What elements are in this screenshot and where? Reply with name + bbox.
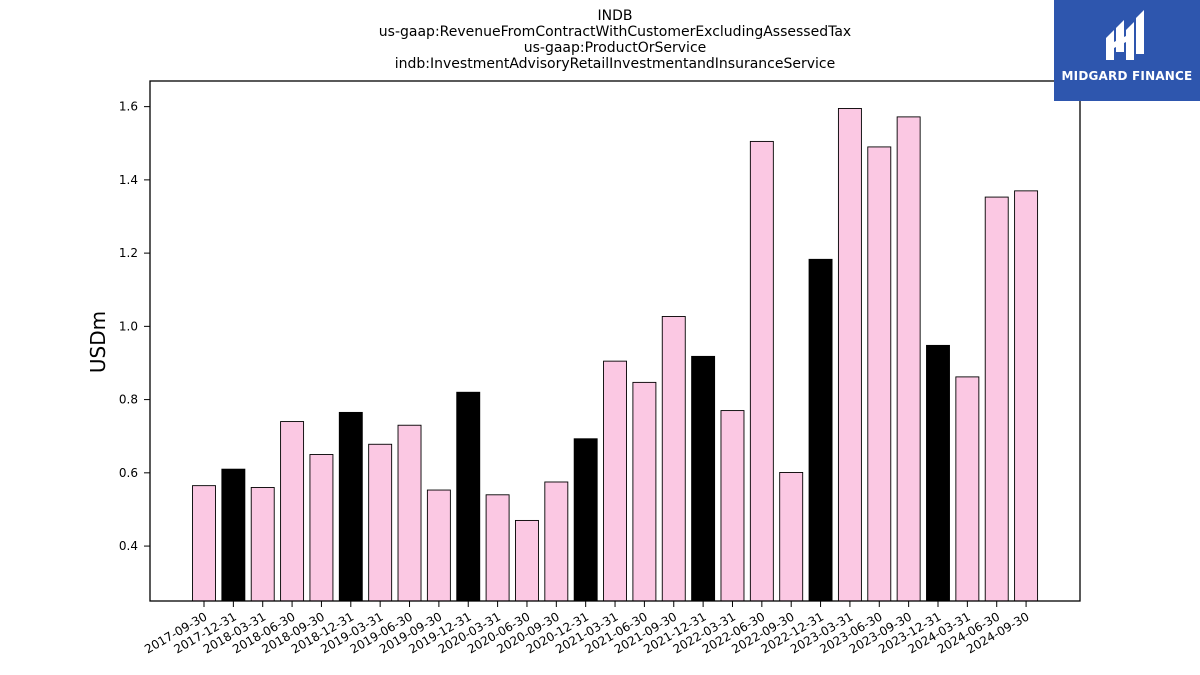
midgard-logo-icon <box>1106 10 1144 60</box>
y-tick-label: 1.4 <box>119 173 138 187</box>
bar-2020-09-30 <box>544 481 569 602</box>
y-tick-label: 1.2 <box>119 246 138 260</box>
bar-2018-06-30 <box>280 421 305 602</box>
chart-title-line: us-gaap:RevenueFromContractWithCustomerE… <box>379 24 851 40</box>
chart-title-line: us-gaap:ProductOrService <box>524 40 707 56</box>
chart-title-line: INDB <box>598 8 633 24</box>
bar-2021-06-30 <box>632 381 657 602</box>
bar-2020-12-31 <box>573 438 598 602</box>
bar-2022-03-31 <box>720 410 745 602</box>
bar-2021-09-30 <box>661 316 686 602</box>
bar-2020-06-30 <box>515 519 539 602</box>
chart-title: INDBus-gaap:RevenueFromContractWithCusto… <box>379 8 851 72</box>
bar-2023-03-31 <box>837 108 862 602</box>
y-tick-label: 0.8 <box>119 393 138 407</box>
chart-title-line: indb:InvestmentAdvisoryRetailInvestmenta… <box>395 56 835 72</box>
bar-2024-06-30 <box>984 196 1009 602</box>
bar-2021-03-31 <box>603 360 627 602</box>
bar-2022-09-30 <box>779 472 804 602</box>
bar-2022-06-30 <box>749 140 774 602</box>
bar-2019-03-31 <box>368 443 393 602</box>
bar-2023-09-30 <box>896 116 921 602</box>
logo-text: MIDGARD FINANCE <box>1061 69 1193 83</box>
bar-2022-12-31 <box>808 258 833 602</box>
bar-2018-03-31 <box>250 487 275 602</box>
bars <box>192 108 1039 602</box>
bar-2024-03-31 <box>955 376 980 602</box>
midgard-finance-logo: MIDGARD FINANCE <box>1054 0 1200 101</box>
x-axis: 2017-09-302017-12-312018-03-312018-06-30… <box>142 601 1032 656</box>
bar-2024-09-30 <box>1014 190 1039 602</box>
bar-2021-12-31 <box>691 355 716 602</box>
bar-2018-09-30 <box>309 454 334 602</box>
y-tick-label: 0.4 <box>119 539 138 553</box>
bar-2019-12-31 <box>456 391 481 602</box>
bar-2020-03-31 <box>485 494 510 602</box>
bar-2019-06-30 <box>397 424 422 602</box>
bar-2018-12-31 <box>338 411 363 602</box>
y-axis: 0.4 0.6 0.8 1.0 1.2 1.4 1.6 <box>119 100 150 553</box>
y-axis-label: USDm <box>86 311 110 373</box>
bar-2023-12-31 <box>926 344 950 602</box>
bar-2023-06-30 <box>867 146 892 602</box>
y-tick-label: 1.0 <box>119 319 138 333</box>
bar-2017-12-31 <box>221 468 246 602</box>
bar-2017-09-30 <box>192 485 216 602</box>
y-tick-label: 0.6 <box>119 466 138 480</box>
y-tick-label: 1.6 <box>119 100 138 114</box>
bar-2019-09-30 <box>426 489 451 602</box>
